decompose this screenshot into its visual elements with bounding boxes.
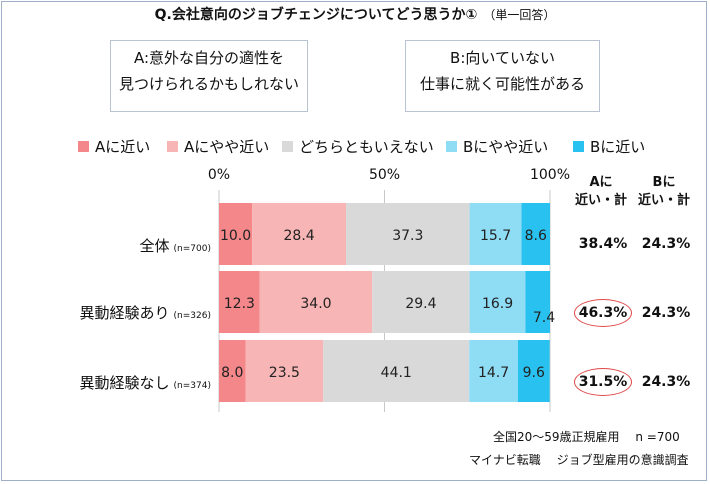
legend-item-a-somewhat: Aにやや近い bbox=[167, 136, 269, 157]
legend-label: Bに近い bbox=[590, 138, 646, 156]
legend-item-neutral: どちらともいえない bbox=[282, 136, 434, 157]
data-label: 8.6 bbox=[525, 228, 547, 244]
total-b-row2: 24.3% bbox=[641, 305, 691, 321]
legend-label: どちらともいえない bbox=[299, 138, 434, 156]
bar-segment bbox=[219, 340, 246, 402]
bar-segment bbox=[245, 340, 324, 402]
legend-swatch bbox=[167, 141, 178, 152]
option-a-box: A:意外な自分の適性を 見つけられるかもしれない bbox=[110, 40, 308, 112]
data-label: 14.7 bbox=[478, 365, 509, 381]
row-label-transfer-yes: 異動経験あり (n=326) bbox=[80, 302, 211, 323]
total-b-row1: 24.3% bbox=[641, 236, 691, 252]
legend-label: Bにやや近い bbox=[463, 138, 549, 156]
bar-segment bbox=[517, 340, 550, 402]
data-label: 15.7 bbox=[480, 228, 511, 244]
title-subtext: （単一回答） bbox=[483, 8, 556, 22]
summary-header-b-line1: Bに bbox=[652, 175, 676, 190]
legend-swatch bbox=[78, 141, 89, 152]
highlight-circle-row3 bbox=[574, 368, 632, 396]
data-label: 10.0 bbox=[220, 228, 251, 244]
bar-segment bbox=[372, 271, 470, 333]
summary-header-a-line2: 近い・計 bbox=[574, 193, 627, 208]
legend-item-b-somewhat: Bにやや近い bbox=[446, 136, 548, 157]
option-b-line2: 仕事に就く可能性がある bbox=[419, 75, 585, 93]
chart-title: Q.会社意向のジョブチェンジについてどう思うか① （単一回答） bbox=[0, 4, 710, 24]
row-label-n: (n=700) bbox=[173, 244, 211, 254]
bar-segment bbox=[219, 203, 253, 265]
bar-segment bbox=[469, 203, 522, 265]
data-label: 44.1 bbox=[381, 365, 412, 381]
data-label: 29.4 bbox=[405, 296, 436, 312]
x-tick-label: 50% bbox=[369, 167, 400, 183]
legend-swatch bbox=[573, 141, 584, 152]
row-label-transfer-no: 異動経験なし (n=374) bbox=[80, 372, 211, 393]
data-label: 8.0 bbox=[221, 365, 243, 381]
bar-segment bbox=[469, 340, 518, 402]
option-a-line1: A:意外な自分の適性を bbox=[133, 49, 285, 67]
data-label: 28.4 bbox=[284, 228, 315, 244]
summary-header-b-line2: 近い・計 bbox=[637, 193, 690, 208]
data-label: 7.4 bbox=[533, 310, 555, 326]
data-label: 34.0 bbox=[300, 296, 331, 312]
bar-segment bbox=[525, 271, 550, 333]
bar-segment bbox=[259, 271, 373, 333]
legend-item-a-close: Aに近い bbox=[78, 136, 150, 157]
bar-segment bbox=[469, 271, 526, 333]
legend-swatch bbox=[282, 141, 293, 152]
option-b-line1: B:向いていない bbox=[450, 49, 555, 67]
data-label: 23.5 bbox=[269, 365, 300, 381]
legend-item-b-close: Bに近い bbox=[573, 136, 645, 157]
footnote-source: マイナビ転職 ジョブ型雇用の意識調査 bbox=[469, 453, 689, 467]
bar-segment bbox=[252, 203, 347, 265]
row-label-n: (n=374) bbox=[173, 381, 211, 391]
bar-segment bbox=[346, 203, 470, 265]
row-label-n: (n=326) bbox=[173, 311, 211, 321]
row-label-text: 異動経験あり bbox=[79, 304, 170, 322]
x-tick-label: 0% bbox=[208, 167, 230, 183]
bar-segment bbox=[521, 203, 550, 265]
data-label: 12.3 bbox=[224, 296, 255, 312]
x-tick-label: 100% bbox=[530, 167, 570, 183]
data-label: 16.9 bbox=[482, 296, 513, 312]
title-text: Q.会社意向のジョブチェンジについてどう思うか① bbox=[154, 7, 478, 23]
summary-header-a-line1: Aに bbox=[589, 175, 613, 190]
legend-swatch bbox=[446, 141, 457, 152]
legend-label: Aにやや近い bbox=[184, 138, 270, 156]
data-label: 37.3 bbox=[392, 228, 423, 244]
row-label-all: 全体 (n=700) bbox=[140, 235, 211, 256]
row-label-text: 全体 bbox=[139, 237, 170, 255]
option-a-line2: 見つけられるかもしれない bbox=[118, 75, 299, 93]
data-label: 9.6 bbox=[523, 365, 545, 381]
highlight-circle-row2 bbox=[574, 299, 632, 327]
total-a-row1: 38.4% bbox=[578, 236, 628, 252]
option-b-box: B:向いていない 仕事に就く可能性がある bbox=[405, 40, 600, 112]
total-b-row3: 24.3% bbox=[641, 374, 691, 390]
footnote-sample: 全国20～59歳正規雇用 n =700 bbox=[493, 430, 680, 444]
row-label-text: 異動経験なし bbox=[79, 374, 170, 392]
legend-label: Aに近い bbox=[95, 138, 151, 156]
summary-header-a: Aに 近い・計 bbox=[574, 174, 628, 210]
bar-segment bbox=[323, 340, 470, 402]
summary-header-b: Bに 近い・計 bbox=[637, 174, 691, 210]
bar-segment bbox=[219, 271, 260, 333]
